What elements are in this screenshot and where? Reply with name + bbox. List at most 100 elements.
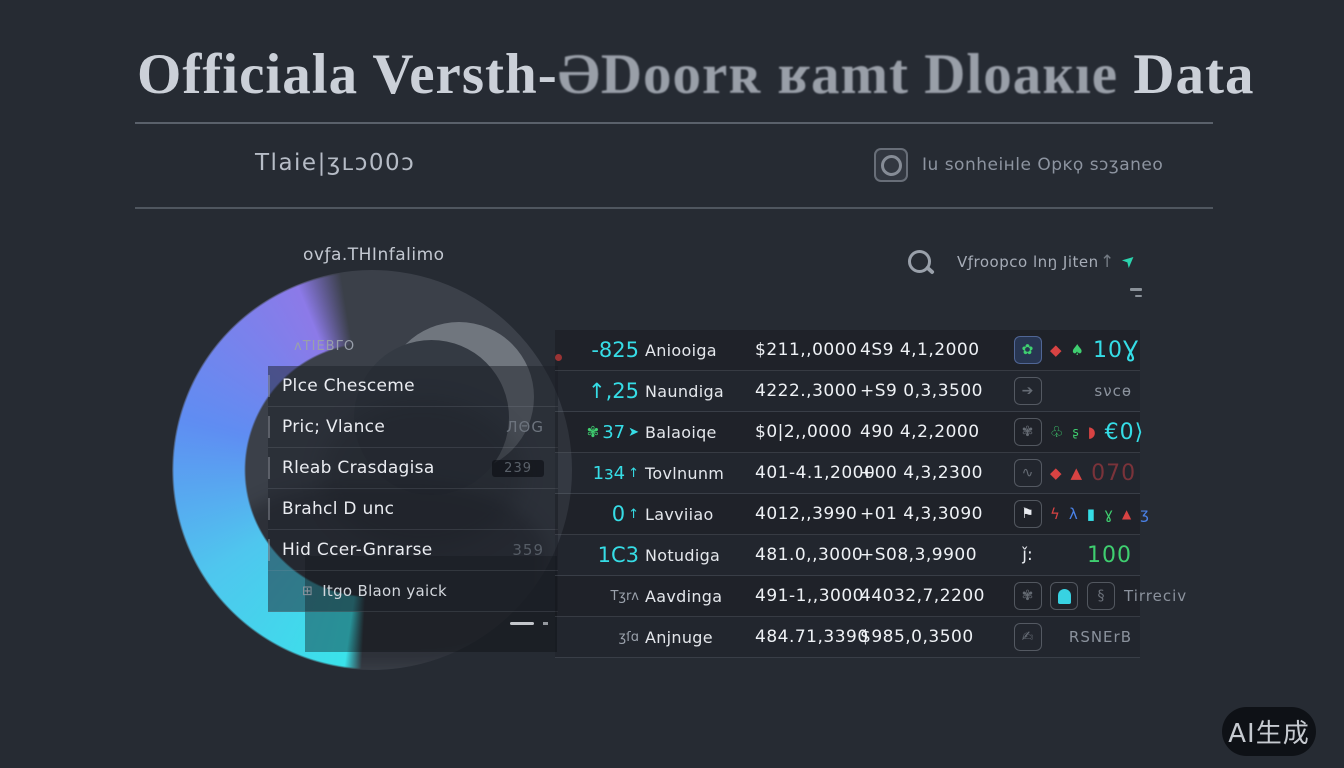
icon-box-cell: ➔: [1005, 377, 1050, 405]
table-row[interactable]: 1C3 Notudiga 481.0,,3000 +S08,3,9900 ǰ: 100: [555, 535, 1140, 576]
menu-dashes-icon: [1130, 288, 1142, 297]
table-row[interactable]: ʒſɑ Anjnuge 484.71,3390 $985,0,3500 ✍ RSNErB: [555, 617, 1140, 658]
value-cell: 1ɜ4 ↑: [592, 462, 639, 484]
value-cell: ʒſɑ: [618, 629, 639, 645]
header-right-group: Iu sonheiʜle Opĸϙ sɔʒaneo: [874, 148, 1163, 182]
title-part-2: ƏDoorʀ ʁamt Dloaĸıe: [557, 43, 1134, 106]
price2-cell: +01 4,3,3090: [860, 504, 983, 524]
icon-box-cell: ⚑: [1005, 500, 1050, 528]
sort-up-icon[interactable]: ↑: [1100, 252, 1115, 272]
legend-item-note: 359: [512, 541, 544, 559]
table-row[interactable]: ✾ 37 ➤ Balaoiqe $0|2,,0000 490 4,2,2000 ✾ ♧ ʂ ◗ €0…: [555, 412, 1143, 453]
extras-cell: ♧ ʂ ◗ €0⟩: [1050, 420, 1152, 445]
extra-glyph: Tirreciv: [1124, 587, 1188, 605]
name-cell: Naundiga: [645, 381, 725, 401]
row-box-icon: ∿: [1013, 459, 1042, 487]
row-box-icon: ✿: [1013, 336, 1042, 364]
extras-cell: ◆ ♠ 10Ɣ: [1050, 338, 1147, 363]
grid-icon: ⊞: [302, 583, 314, 599]
header-right-label: Iu sonheiʜle Opĸϙ sɔʒaneo: [922, 155, 1164, 175]
extra-glyph: ϟ: [1050, 505, 1060, 523]
legend-item[interactable]: ʌTIEBΓO: [268, 326, 558, 366]
row-box-icon: ✾: [1013, 418, 1042, 446]
tiny-arrow-icon: ↑: [628, 506, 639, 522]
header-left-stat: Tlaie|ʒʟɔ00ɔ: [255, 150, 416, 176]
price-cell: 4012,,3990: [755, 504, 858, 524]
camera-icon: [874, 148, 908, 182]
extra-glyph: ▲: [1122, 507, 1132, 521]
table-row[interactable]: Tʒrʌ Aavdinga 491-1,,3000 44032,7,2200 ✾ § Tir…: [555, 576, 1186, 617]
value-cell: Tʒrʌ: [610, 588, 640, 604]
table-row[interactable]: ↑,25 Naundiga 4222.,3000 +S9 0,3,3500 ➔ sνcɵ: [555, 371, 1140, 412]
row-box-icon: ✍: [1013, 623, 1042, 651]
name-cell: Lavviiao: [645, 504, 714, 524]
row-box-icon: ǰ:: [1022, 545, 1033, 565]
submit-arrow-icon[interactable]: ➤: [1117, 248, 1141, 273]
legend-item-note: ЛΘG: [506, 418, 544, 436]
value-cell: ↑,25: [588, 379, 639, 403]
extra-glyph: ▲: [1070, 464, 1083, 482]
extra-glyph: ◆: [1050, 341, 1062, 359]
legend-item[interactable]: Plce Chesceme: [268, 366, 558, 407]
row-box-icon: ✾: [1013, 582, 1042, 610]
price2-cell: 490 4,2,2000: [860, 422, 980, 442]
table-row[interactable]: -825 Aniooiga $211,,0000 4S9 4,1,2000 ✿ ◆ ♠ 10Ɣ: [555, 330, 1140, 371]
legend-item[interactable]: Hid Ccer-Gnrarse 359: [268, 530, 558, 571]
title-part-1: Officiala Versth-: [137, 43, 558, 106]
legend-item[interactable]: Rleab Crasdagisa 239: [268, 448, 558, 489]
legend-item[interactable]: Brahcl D unc: [268, 489, 558, 530]
title-part-3: Data: [1133, 43, 1255, 106]
chart-label: ovƒa.THInfalimo: [303, 245, 445, 265]
price-cell: 484.71,3390: [755, 627, 869, 647]
table-row[interactable]: 0 ↑ Lavviiao 4012,,3990 +01 4,3,3090 ⚑ ϟ λ ▮ ɣ ▲ ʒ: [555, 494, 1149, 535]
icon-box-cell: ✾: [1005, 418, 1050, 446]
name-cell: Balaoiqe: [645, 422, 717, 442]
extra-glyph: ▮: [1086, 505, 1096, 523]
extra-glyph: λ: [1068, 505, 1078, 523]
legend-list: ʌTIEBΓO Plce Chesceme Pric; Vlance ЛΘG Rleab…: [268, 326, 558, 612]
price-cell: 491-1,,3000: [755, 586, 864, 606]
icon-box-cell: ✍: [1005, 623, 1050, 651]
icon-box-cell: ǰ:: [1005, 542, 1050, 568]
price-cell: $211,,0000: [755, 340, 858, 360]
value-cell: 1C3: [597, 543, 639, 567]
name-cell: Anjnuge: [645, 627, 713, 647]
price2-cell: $985,0,3500: [860, 627, 974, 647]
extra-glyph: ◆: [1050, 464, 1062, 482]
legend-item[interactable]: ⊞ Itgo Blaon yaick: [268, 571, 558, 612]
extras-cell: 100: [1050, 543, 1140, 568]
extras-cell: ϟ λ ▮ ɣ ▲ ʒ: [1050, 505, 1157, 523]
extra-glyph: RSNErB: [1068, 628, 1132, 646]
page-title: Officiala Versth-ƏDoorʀ ʁamt Dloaĸıe Dat…: [137, 42, 1254, 107]
price-cell: 4222.,3000: [755, 381, 858, 401]
name-cell: Notudiga: [645, 545, 721, 565]
legend-item-label: ʌTIEBΓO: [294, 338, 356, 354]
icon-box-cell: ✿: [1005, 336, 1050, 364]
value-cell: ✾ 37 ➤: [586, 421, 639, 443]
mini-box-icon: §: [1087, 582, 1115, 610]
legend-item[interactable]: Pric; Vlance ЛΘG: [268, 407, 558, 448]
name-cell: Tovlnunm: [645, 463, 725, 483]
red-dot-icon: [555, 353, 562, 361]
price-cell: $0|2,,0000: [755, 422, 853, 442]
extras-cell: § Tirreciv: [1050, 582, 1195, 610]
name-cell: Aniooiga: [645, 340, 717, 360]
header-divider-bottom: [135, 207, 1213, 209]
data-table: -825 Aniooiga $211,,0000 4S9 4,1,2000 ✿ ◆ ♠ 10Ɣ…: [555, 330, 1186, 658]
table-row[interactable]: 1ɜ4 ↑ Tovlnunm 401-4.1,2000 +00 4,3,2300 ∿ ◆ ▲ 0…: [555, 453, 1140, 494]
tiny-arrow-icon: ↑: [628, 465, 639, 481]
price-cell: 401-4.1,2000: [755, 463, 876, 483]
search-box[interactable]: Vƒroopco lnŋ Jiten: [908, 250, 1099, 273]
row-box-icon: ➔: [1013, 377, 1042, 405]
extra-glyph: ʂ: [1072, 425, 1079, 439]
extra-glyph: ʒ: [1140, 505, 1149, 523]
value-cell: -825: [555, 338, 645, 362]
price2-cell: +S9 0,3,3500: [860, 381, 983, 401]
extras-cell: sνcɵ: [1050, 382, 1140, 400]
extra-glyph: ♠: [1070, 341, 1084, 359]
extra-glyph: sνcɵ: [1094, 382, 1132, 400]
price2-cell: 4S9 4,1,2000: [860, 340, 980, 360]
extra-glyph: €0⟩: [1104, 419, 1145, 445]
search-input-text: Vƒroopco lnŋ Jiten: [957, 252, 1099, 271]
